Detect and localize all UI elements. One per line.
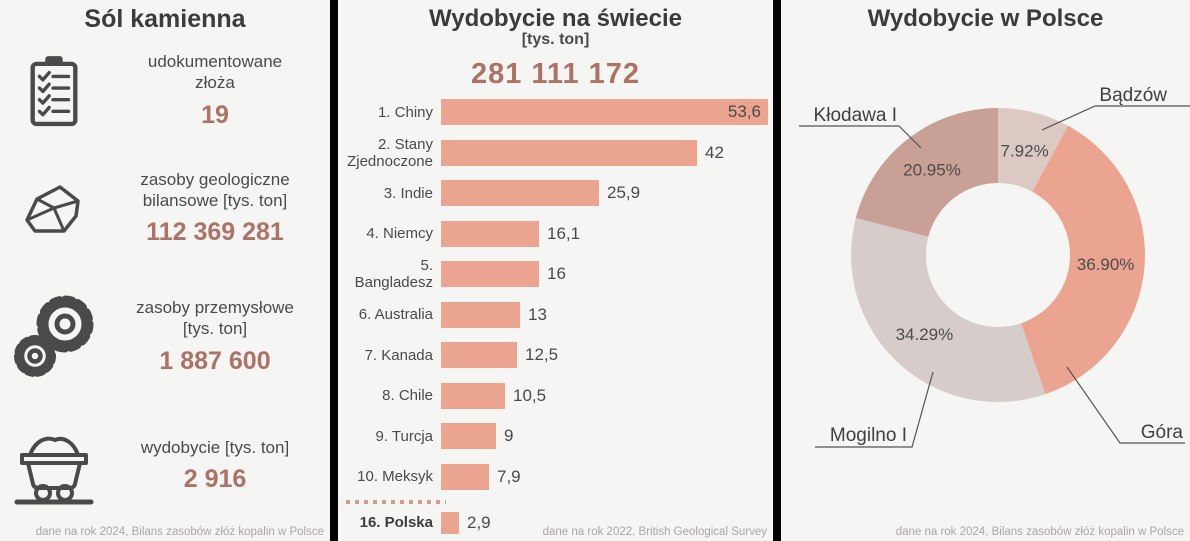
rank-gap-dotted-divider xyxy=(346,500,446,504)
bar-category-label: 16. Polska xyxy=(359,514,433,532)
stat-documented-deposits: udokumentowane złoża 19 xyxy=(0,52,322,130)
stat-industrial-resources: zasoby przemysłowe [tys. ton] 1 887 600 xyxy=(0,293,322,381)
bar-value-label: 7,9 xyxy=(497,466,521,486)
donut-callout-label: Mogilno I xyxy=(830,425,907,446)
page-title: Sól kamienna xyxy=(84,5,246,33)
bar xyxy=(441,301,520,328)
source-note-left: dane na rok 2024, Bilans zasobów złóż ko… xyxy=(35,526,324,538)
bar-category-label: 2. Stany Zjednoczone xyxy=(347,135,433,170)
bar-category-label: 4. Niemcy xyxy=(366,225,433,243)
bar-row: 5. Bangladesz 16 xyxy=(346,254,766,295)
donut-percent-label: 36.90% xyxy=(1077,255,1135,274)
bar xyxy=(441,139,697,166)
bar-value-label: 9 xyxy=(504,426,514,446)
stat-label: udokumentowane złoża xyxy=(147,52,283,92)
world-total-value: 281 111 172 xyxy=(470,58,641,90)
bar-value-label: 42 xyxy=(705,142,724,162)
stat-geological-resources: zasoby geologiczne bilansowe [tys. ton] … xyxy=(0,170,322,247)
bar-row: 3. Indie 25,9 xyxy=(346,173,766,214)
bar xyxy=(441,463,489,490)
stat-value: 112 369 281 xyxy=(146,218,284,247)
bar-category-label: 3. Indie xyxy=(383,184,433,202)
stat-extraction: wydobycie [tys. ton] 2 916 xyxy=(0,426,322,506)
bar-category-label: 6. Australia xyxy=(358,306,433,324)
panel-poland-extraction: Wydobycie w Polsce 7.92% 36.90% 34.29% 20.9… xyxy=(781,0,1190,541)
rock-icon xyxy=(0,178,108,240)
donut-chart: 7.92% 36.90% 34.29% 20.95% Bądzów Góra Mogilno… xyxy=(799,85,1190,448)
stat-value: 2 916 xyxy=(183,465,247,494)
panel-left-summary: Sól kamienna udokumentowane złoża xyxy=(0,0,330,541)
bar-row: 16. Polska 2,9 xyxy=(346,506,766,540)
donut-slice-kłodawa-i xyxy=(855,108,998,237)
bar-value-label: 16 xyxy=(547,264,566,284)
callout-leader-line xyxy=(1066,366,1185,444)
bar-value-label: 53,6 xyxy=(727,102,761,122)
source-note-poland: dane na rok 2024, Bilans zasobów złóż ko… xyxy=(895,526,1184,538)
bar-row: 4. Niemcy 16,1 xyxy=(346,214,766,255)
bar xyxy=(441,220,539,247)
stat-label: zasoby geologiczne bilansowe [tys. ton] xyxy=(140,170,290,210)
bar-category-label: 10. Meksyk xyxy=(357,468,433,486)
bar-category-label: 9. Turcja xyxy=(375,427,433,445)
bar-row: 8. Chile 10,5 xyxy=(346,376,766,417)
bar xyxy=(441,261,539,288)
mine-cart-icon xyxy=(0,426,108,506)
bar-value-label: 10,5 xyxy=(513,385,547,405)
bar-row: 2. Stany Zjednoczone 42 xyxy=(346,133,766,174)
donut-callout-label: Góra xyxy=(1141,422,1184,443)
stat-label: zasoby przemysłowe [tys. ton] xyxy=(136,298,294,338)
donut-percent-label: 7.92% xyxy=(1000,141,1048,160)
donut-percent-label: 34.29% xyxy=(896,325,954,344)
panel-divider xyxy=(330,0,338,541)
bar-chart: 1. Chiny 53,6 2. Stany Zjednoczone 42 3. Ind… xyxy=(346,92,768,540)
source-note-world: dane na rok 2022, British Geological Sur… xyxy=(542,526,767,538)
chart-subtitle-units: [tys. ton] xyxy=(521,31,590,48)
stat-value: 19 xyxy=(201,100,229,129)
bar: 53,6 xyxy=(441,99,768,126)
bar-value-label: 2,9 xyxy=(467,513,491,532)
bar xyxy=(441,180,599,207)
callout-leader-line xyxy=(1041,105,1190,131)
panel-divider xyxy=(773,0,781,541)
bar xyxy=(441,423,496,450)
bar xyxy=(441,342,517,369)
panel-world-extraction: Wydobycie na świecie [tys. ton] 281 111 … xyxy=(338,0,773,541)
bar-value-label: 16,1 xyxy=(547,223,581,243)
clipboard-checklist-icon xyxy=(0,52,108,130)
bar-row: 6. Australia 13 xyxy=(346,295,766,336)
donut-slice-mogilno-i xyxy=(851,217,1046,402)
callout-leader-line xyxy=(799,125,922,149)
stat-value: 1 887 600 xyxy=(159,346,271,375)
donut-callout-label: Kłodawa I xyxy=(814,105,897,126)
bar-value-label: 13 xyxy=(528,304,547,324)
bar-category-label: 5. Bangladesz xyxy=(354,257,433,292)
bar xyxy=(441,512,459,534)
donut-slice-góra xyxy=(1021,125,1145,395)
bar-category-label: 1. Chiny xyxy=(377,103,433,121)
gears-icon xyxy=(0,293,108,381)
bar-value-label: 25,9 xyxy=(607,183,641,203)
bar-row: 10. Meksyk 7,9 xyxy=(346,457,766,498)
donut-callout-label: Bądzów xyxy=(1099,85,1167,106)
chart-title-world: Wydobycie na świecie xyxy=(429,5,682,32)
donut-slice-bądzów xyxy=(998,108,1069,192)
bar-category-label: 8. Chile xyxy=(382,387,433,405)
bar-category-label: 7. Kanada xyxy=(364,346,433,364)
bar-value-label: 12,5 xyxy=(525,345,559,365)
bar xyxy=(441,382,505,409)
stat-label: wydobycie [tys. ton] xyxy=(140,437,290,457)
bar-row: 9. Turcja 9 xyxy=(346,416,766,457)
donut-percent-label: 20.95% xyxy=(903,161,961,180)
bar-row: 1. Chiny 53,6 xyxy=(346,92,768,133)
callout-leader-line xyxy=(815,371,934,448)
chart-title-poland: Wydobycie w Polsce xyxy=(867,5,1104,32)
bar-row: 7. Kanada 12,5 xyxy=(346,335,766,376)
